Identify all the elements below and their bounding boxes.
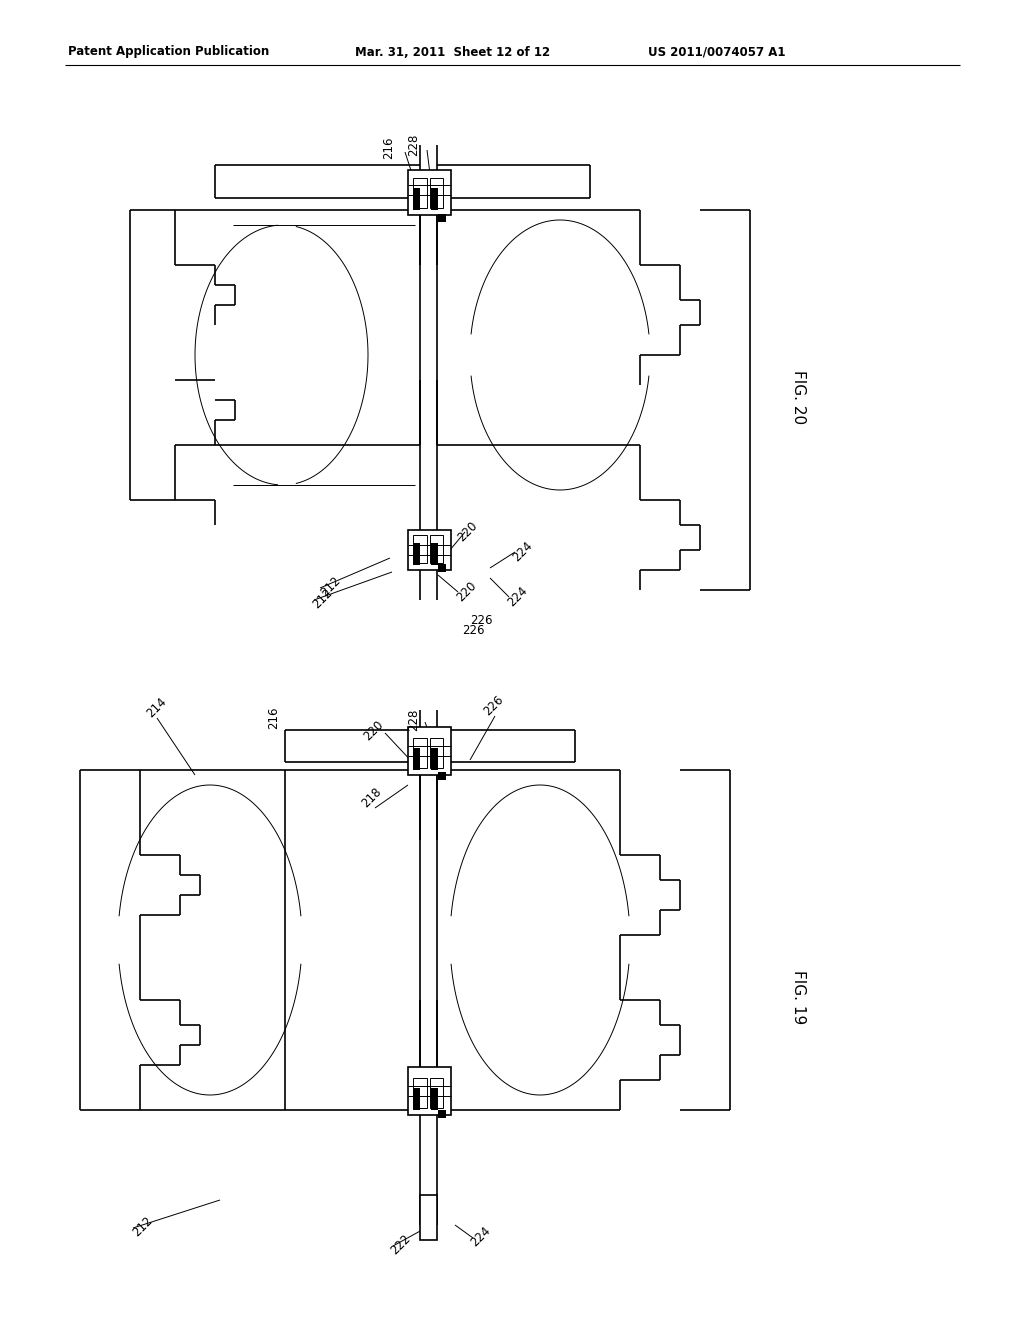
- Bar: [408, 170, 451, 215]
- Bar: [438, 772, 446, 780]
- Bar: [430, 178, 443, 209]
- Text: FIG. 20: FIG. 20: [791, 370, 806, 424]
- Text: 212: 212: [130, 1214, 155, 1239]
- Text: 228: 228: [407, 709, 420, 731]
- Text: FIG. 19: FIG. 19: [791, 970, 806, 1024]
- Text: Mar. 31, 2011  Sheet 12 of 12: Mar. 31, 2011 Sheet 12 of 12: [355, 45, 550, 58]
- Bar: [430, 1078, 443, 1107]
- Bar: [431, 543, 438, 565]
- Text: 212: 212: [310, 586, 335, 611]
- Bar: [413, 1088, 420, 1110]
- Bar: [430, 738, 443, 768]
- Text: 216: 216: [382, 137, 395, 160]
- Bar: [431, 1088, 438, 1110]
- Bar: [430, 535, 443, 564]
- Text: 224: 224: [510, 539, 536, 564]
- Text: 214: 214: [143, 694, 169, 719]
- Bar: [431, 748, 438, 770]
- Text: 226: 226: [462, 623, 484, 636]
- Text: 212: 212: [318, 574, 343, 599]
- Bar: [438, 1110, 446, 1118]
- Bar: [413, 748, 420, 770]
- Text: 218: 218: [358, 785, 384, 810]
- Text: Patent Application Publication: Patent Application Publication: [68, 45, 269, 58]
- Text: 216: 216: [267, 706, 280, 729]
- Text: US 2011/0074057 A1: US 2011/0074057 A1: [648, 45, 785, 58]
- Text: 220: 220: [455, 519, 480, 544]
- Bar: [420, 1195, 437, 1239]
- Text: 226: 226: [470, 614, 493, 627]
- Bar: [408, 727, 451, 775]
- Bar: [408, 531, 451, 570]
- Bar: [413, 535, 427, 564]
- Text: 220: 220: [454, 579, 479, 605]
- Text: 224: 224: [468, 1224, 494, 1249]
- Bar: [408, 1067, 451, 1115]
- Text: 226: 226: [481, 693, 506, 718]
- Text: 224: 224: [505, 583, 530, 610]
- Bar: [413, 738, 427, 768]
- Bar: [413, 178, 427, 209]
- Bar: [431, 187, 438, 210]
- Bar: [413, 1078, 427, 1107]
- Bar: [438, 214, 446, 222]
- Text: 220: 220: [360, 718, 386, 743]
- Text: 222: 222: [388, 1232, 413, 1257]
- Bar: [438, 564, 446, 572]
- Bar: [413, 187, 420, 210]
- Bar: [413, 543, 420, 565]
- Text: 228: 228: [407, 133, 420, 156]
